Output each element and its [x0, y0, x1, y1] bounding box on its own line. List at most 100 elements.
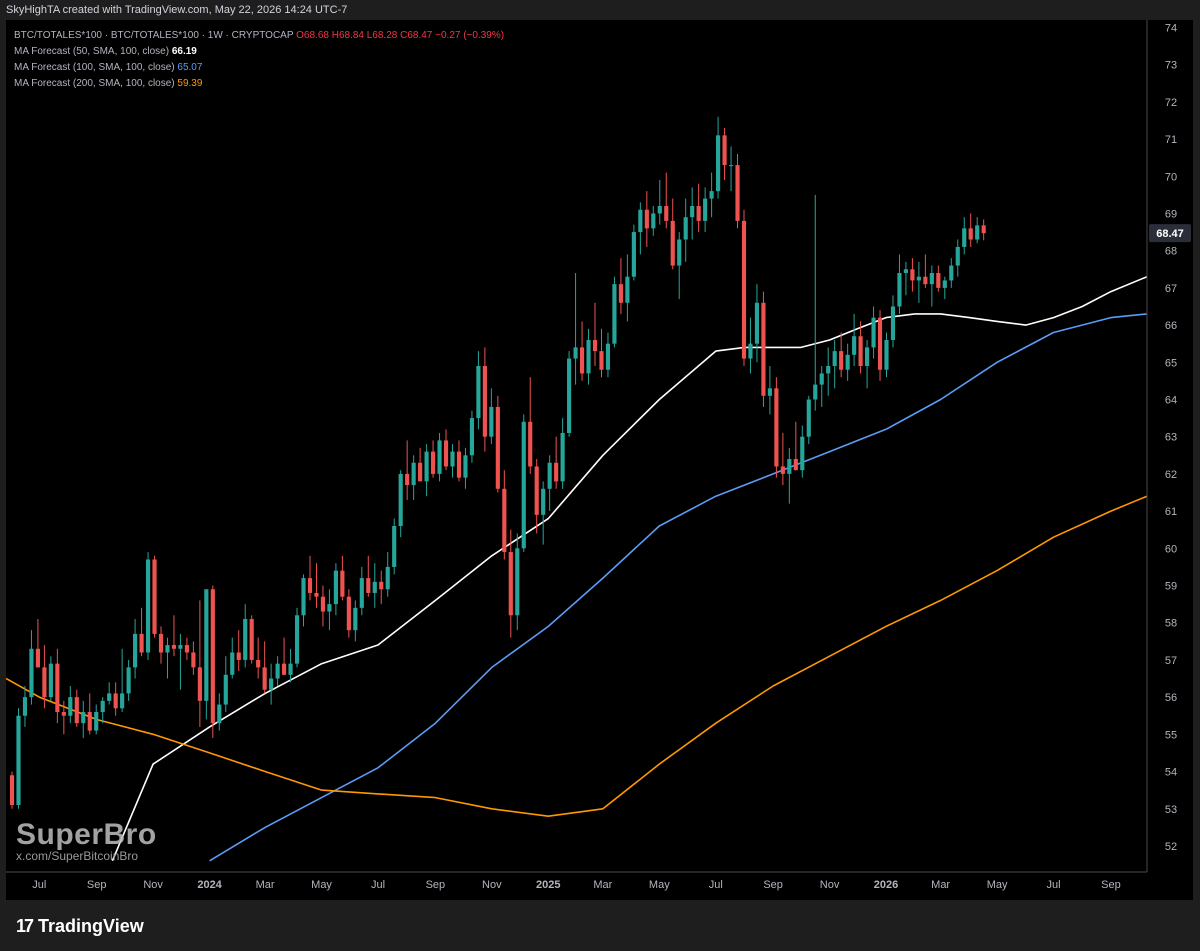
- candle-body: [573, 347, 578, 359]
- candle-body: [547, 462, 552, 489]
- candle-body: [839, 351, 844, 370]
- candle-body: [223, 674, 228, 705]
- candle-body: [269, 678, 274, 690]
- candle-body: [955, 246, 960, 266]
- candle-body: [288, 663, 293, 675]
- candle-body: [372, 581, 377, 593]
- candle-body: [813, 384, 818, 400]
- candle-body: [482, 366, 487, 437]
- candle-body: [638, 209, 643, 233]
- candle-body: [735, 165, 740, 221]
- x-tick-label: Mar: [931, 879, 950, 891]
- candle-body: [243, 619, 248, 660]
- price-chart[interactable]: 52 53 54 55 56 57 58 59 60 61 62 63 64 65 66 67 68 69 70 71…: [6, 20, 1193, 900]
- x-tick-label: Jul: [371, 879, 385, 891]
- candle-body: [884, 339, 889, 370]
- legend-ma100-row[interactable]: MA Forecast (100, SMA, 100, close) 65.07: [14, 60, 504, 76]
- y-tick-label: 71: [1165, 134, 1177, 146]
- candle-body: [495, 406, 500, 489]
- legend-ma100-label: MA Forecast (100, SMA, 100, close): [14, 62, 175, 73]
- candle-body: [94, 712, 99, 731]
- candle-body: [560, 432, 565, 482]
- candle-body: [864, 347, 870, 367]
- watermark-brand: SuperBro: [16, 818, 157, 851]
- candle-body: [923, 276, 928, 285]
- candle-body: [120, 693, 125, 709]
- candle-body: [877, 317, 883, 370]
- candle-body: [204, 589, 209, 701]
- candle-body: [696, 206, 701, 221]
- y-tick-label: 52: [1165, 841, 1177, 853]
- chart-frame[interactable]: 52 53 54 55 56 57 58 59 60 61 62 63 64 65 66 67 68 69 70 71…: [6, 20, 1193, 900]
- candle-body: [554, 462, 559, 482]
- y-tick-label: 65: [1165, 357, 1177, 369]
- candle-body: [728, 165, 734, 167]
- y-tick-label: 69: [1165, 208, 1177, 220]
- candle-body: [100, 700, 105, 713]
- candle-body: [929, 272, 934, 285]
- y-tick-label: 61: [1165, 506, 1177, 518]
- candle-body: [385, 566, 390, 590]
- candle-body: [832, 351, 837, 367]
- candle-body: [748, 343, 753, 359]
- candle-body: [819, 373, 824, 385]
- tradingview-brand: TradingView: [38, 916, 144, 936]
- x-tick-label: Jul: [32, 879, 46, 891]
- legend-symbol: BTC/TOTALES*100 · BTC/TOTALES*100 · 1W ·…: [14, 30, 294, 41]
- candle-body: [165, 645, 170, 653]
- candle-body: [437, 440, 442, 474]
- candle-body: [81, 712, 86, 724]
- legend-ma50-row[interactable]: MA Forecast (50, SMA, 100, close) 66.19: [14, 44, 504, 60]
- candle-body: [217, 704, 222, 724]
- y-tick-label: 56: [1165, 692, 1177, 704]
- candle-body: [139, 633, 144, 653]
- candle-body: [424, 451, 429, 482]
- candle-body: [541, 488, 546, 515]
- candle-body: [612, 284, 617, 344]
- candle-body: [916, 276, 921, 281]
- candle-body: [346, 596, 351, 631]
- candle-body: [703, 198, 708, 221]
- candle-body: [826, 366, 831, 374]
- x-tick-label: Sep: [1101, 879, 1121, 891]
- y-tick-label: 53: [1165, 804, 1177, 816]
- candle-body: [962, 228, 967, 247]
- tradingview-logo[interactable]: 17 TradingView: [16, 916, 144, 937]
- candle-body: [690, 206, 695, 218]
- ma100-line: [209, 313, 1148, 862]
- x-tick-label: Nov: [143, 879, 163, 891]
- legend-ma50-value: 66.19: [171, 46, 197, 57]
- candle-body: [716, 135, 721, 192]
- candle-body: [489, 406, 494, 437]
- candle-body: [48, 663, 53, 698]
- candle-body: [644, 209, 649, 229]
- candle-body: [599, 351, 604, 370]
- x-tick-label: Sep: [426, 879, 446, 891]
- candle-body: [340, 570, 345, 597]
- y-tick-label: 60: [1165, 543, 1177, 555]
- candle-body: [657, 206, 662, 214]
- candle-body: [262, 667, 267, 690]
- candle-body: [592, 339, 598, 352]
- legend-ma200-row[interactable]: MA Forecast (200, SMA, 100, close) 59.39: [14, 76, 504, 92]
- candle-body: [625, 276, 630, 303]
- candle-body: [236, 652, 241, 660]
- candle-body: [22, 697, 28, 716]
- legend-ohlc: O68.68 H68.84 L68.28 C68.47 −0.27 (−0.39…: [296, 30, 505, 41]
- legend-ma200-label: MA Forecast (200, SMA, 100, close): [14, 78, 175, 89]
- candle-body: [398, 473, 403, 526]
- candle-body: [774, 388, 779, 467]
- y-tick-label: 70: [1165, 171, 1177, 183]
- candle-body: [664, 206, 669, 221]
- candle-body: [631, 232, 636, 277]
- candle-body: [113, 693, 118, 709]
- candle-body: [793, 459, 798, 471]
- y-tick-label: 55: [1165, 729, 1177, 741]
- legend-symbol-row[interactable]: BTC/TOTALES*100 · BTC/TOTALES*100 · 1W ·…: [14, 28, 504, 44]
- y-tick-label: 72: [1165, 97, 1177, 109]
- candle-body: [210, 589, 215, 724]
- candle-body: [443, 440, 449, 467]
- tradingview-logo-icon: 17: [16, 916, 34, 936]
- y-tick-label: 64: [1165, 394, 1177, 406]
- candle-body: [528, 421, 533, 467]
